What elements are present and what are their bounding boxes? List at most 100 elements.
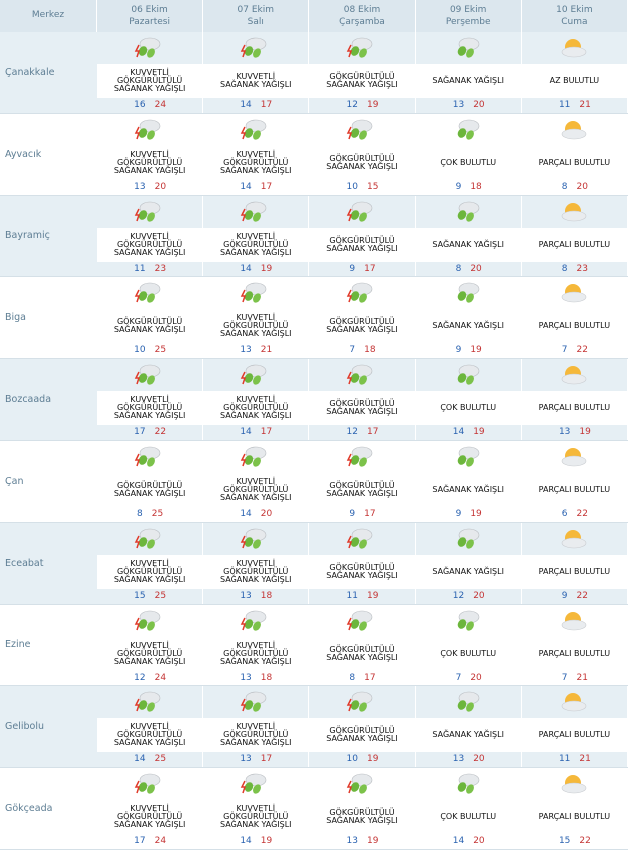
- temp-max: 24: [154, 672, 167, 683]
- temp-max: 19: [470, 345, 482, 356]
- temperatures: 14 19: [203, 262, 309, 277]
- temperatures: 12 24: [97, 671, 203, 686]
- weather-icon: [134, 364, 161, 385]
- temp-min: 8: [137, 509, 143, 519]
- weather-icon: [240, 364, 267, 385]
- temp-max: 19: [473, 427, 485, 438]
- temp-min: 9: [455, 345, 462, 356]
- row-separator: [0, 521, 628, 523]
- temp-min: 10: [134, 345, 146, 356]
- temperatures: 15 25: [97, 589, 203, 604]
- temp-max: 22: [576, 509, 588, 519]
- temperatures: 12 20: [416, 589, 522, 604]
- condition: GÖKGÜRÜLTÜLÜ SAĞANAK YAĞIŞLI: [309, 554, 415, 589]
- location-name: Ayvacık: [0, 113, 97, 196]
- location-name: Gelibolu: [0, 686, 97, 769]
- temp-max: 17: [364, 509, 376, 519]
- temp-max: 25: [151, 509, 164, 519]
- condition: GÖKGÜRÜLTÜLÜ SAĞANAK YAĞIŞLI: [309, 309, 415, 344]
- temperatures: 10 25: [97, 343, 203, 358]
- temp-max: 19: [366, 754, 379, 765]
- condition: KUVVETLİ GÖKGÜRÜLTÜLÜ SAĞANAK YAĞIŞLI: [203, 227, 309, 262]
- temp-max: 24: [154, 836, 167, 847]
- condition: PARÇALI BULUTLU: [521, 309, 627, 344]
- condition: KUVVETLİ GÖKGÜRÜLTÜLÜ SAĞANAK YAĞIŞLI: [203, 718, 309, 753]
- temperatures: 7 22: [522, 343, 628, 358]
- temp-max: 20: [473, 590, 485, 601]
- condition: GÖKGÜRÜLTÜLÜ SAĞANAK YAĞIŞLI: [309, 718, 415, 753]
- location-name: Gökçeada: [0, 768, 97, 850]
- condition: KUVVETLİ GÖKGÜRÜLTÜLÜ SAĞANAK YAĞIŞLI: [97, 800, 203, 835]
- temp-min: 9: [561, 590, 568, 601]
- temp-max: 25: [154, 590, 167, 601]
- temp-min: 7: [349, 345, 356, 356]
- temp-min: 11: [134, 263, 146, 274]
- row-separator: [0, 112, 628, 114]
- temp-min: 6: [561, 509, 568, 519]
- day-weekday: Perşembe: [445, 17, 491, 27]
- temp-min: 9: [349, 263, 356, 274]
- temp-max: 20: [154, 181, 167, 192]
- weather-icon: [240, 692, 267, 713]
- temperatures: 7 18: [309, 343, 415, 358]
- weather-icon: [347, 283, 373, 304]
- temp-max: 17: [260, 100, 273, 110]
- temp-min: 14: [240, 509, 252, 519]
- location-name: Ezine: [0, 604, 97, 687]
- condition: KUVVETLİ GÖKGÜRÜLTÜLÜ SAĞANAK YAĞIŞLI: [203, 636, 309, 671]
- temp-max: 20: [473, 836, 485, 847]
- temp-min: 14: [452, 427, 465, 438]
- temperatures: 13 20: [97, 180, 203, 195]
- temp-max: 22: [154, 427, 167, 438]
- weather-icon: [347, 364, 373, 385]
- temp-max: 19: [579, 427, 591, 438]
- temp-min: 9: [455, 181, 462, 192]
- condition: ÇOK BULUTLU: [415, 800, 521, 835]
- temperatures: 13 20: [416, 752, 522, 767]
- temp-max: 22: [576, 590, 588, 601]
- location-name: Çanakkale: [0, 32, 97, 114]
- temperatures: 8 23: [522, 262, 628, 277]
- weather-icon: [347, 119, 373, 140]
- temp-max: 19: [366, 100, 379, 110]
- weather-icon: [457, 201, 479, 222]
- temperatures: 14 17: [203, 180, 309, 195]
- header-day: 09 Ekim Perşembe: [415, 0, 522, 32]
- row-separator: [0, 194, 628, 196]
- temperatures: 15 22: [522, 834, 628, 849]
- weather-icon: [561, 693, 587, 712]
- temp-max: 18: [470, 181, 482, 192]
- temperatures: 14 19: [203, 834, 309, 849]
- temp-min: 8: [455, 263, 462, 274]
- temperatures: 11 21: [522, 98, 628, 113]
- temp-max: 21: [579, 100, 591, 110]
- condition: SAĞANAK YAĞIŞLI: [415, 309, 521, 344]
- header-day: 08 Ekim Çarşamba: [309, 0, 416, 32]
- temp-max: 20: [470, 672, 482, 683]
- temp-max: 20: [260, 509, 273, 519]
- temp-max: 17: [366, 427, 379, 438]
- weather-icon: [561, 366, 587, 385]
- condition: KUVVETLİ GÖKGÜRÜLTÜLÜ SAĞANAK YAĞIŞLI: [97, 64, 203, 98]
- temp-min: 17: [134, 427, 146, 438]
- temp-min: 9: [455, 509, 462, 519]
- temperatures: 14 17: [203, 98, 309, 113]
- day-date: 09 Ekim: [449, 5, 487, 15]
- temperatures: 12 19: [309, 98, 415, 113]
- temperatures: 13 18: [203, 589, 309, 604]
- temp-max: 23: [154, 263, 167, 274]
- weather-icon: [457, 610, 479, 631]
- condition: KUVVETLİ GÖKGÜRÜLTÜLÜ SAĞANAK YAĞIŞLI: [97, 718, 203, 753]
- condition: PARÇALI BULUTLU: [521, 391, 627, 426]
- temp-min: 13: [346, 836, 358, 847]
- row-separator: [0, 685, 628, 687]
- condition: KUVVETLİ GÖKGÜRÜLTÜLÜ SAĞANAK YAĞIŞLI: [97, 636, 203, 671]
- temperatures: 9 19: [416, 343, 522, 358]
- temperatures: 14 17: [203, 425, 309, 440]
- temp-min: 13: [240, 672, 252, 683]
- temperatures: 13 19: [309, 834, 415, 849]
- temp-max: 18: [260, 590, 273, 601]
- weather-icon: [134, 610, 161, 631]
- condition: GÖKGÜRÜLTÜLÜ SAĞANAK YAĞIŞLI: [309, 636, 415, 671]
- condition: KUVVETLİ GÖKGÜRÜLTÜLÜ SAĞANAK YAĞIŞLI: [203, 800, 309, 835]
